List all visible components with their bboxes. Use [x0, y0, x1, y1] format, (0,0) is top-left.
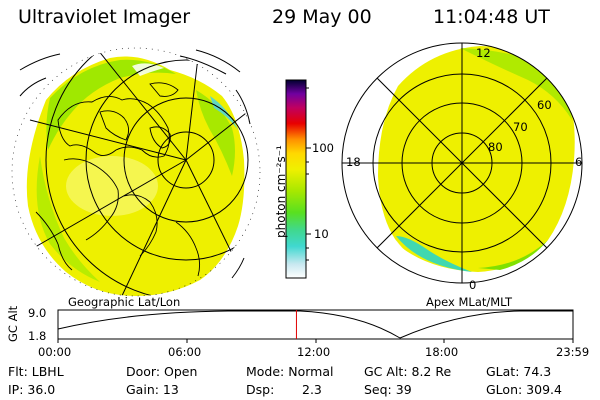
colorbar: [285, 79, 311, 279]
glon-status: GLon: 309.4: [486, 382, 562, 397]
mlat-label-70: 70: [513, 120, 528, 134]
seq-status: Seq: 39: [364, 382, 412, 397]
apex-map: [341, 42, 583, 284]
apex-map-caption: Apex MLat/MLT: [426, 295, 513, 309]
alt-plot-ylabel: GC Alt: [6, 305, 20, 342]
alt-plot-xtick-1800: 18:00: [425, 345, 459, 359]
altitude-curve: [57, 310, 573, 339]
alt-plot-xtick-2359: 23:59: [556, 345, 590, 359]
dsp-status-label: Dsp:: [246, 382, 275, 397]
mlt-label-18: 18: [346, 155, 361, 169]
dsp-status-value: 2.3: [302, 382, 322, 397]
glat-status: GLat: 74.3: [486, 364, 552, 379]
mode-status: Mode: Normal: [246, 364, 334, 379]
ip-status: IP: 36.0: [8, 382, 56, 397]
gain-status: Gain: 13: [126, 382, 179, 397]
mlt-label-6: 6: [575, 155, 583, 169]
date-label: 29 May 00: [272, 6, 372, 28]
mlt-label-0: 0: [469, 278, 477, 292]
gc-alt-status: GC Alt: 8.2 Re: [364, 364, 452, 379]
alt-plot-ytick-1-8: 1.8: [28, 329, 47, 343]
colorbar-tick-100: 100: [312, 141, 334, 155]
colorbar-tick-10: 10: [314, 227, 329, 241]
geo-coastlines: [35, 82, 201, 277]
alt-plot-xtick-1200: 12:00: [297, 345, 331, 359]
alt-plot-ytick-9: 9.0: [28, 306, 47, 320]
geo-aurora-image: [26, 56, 245, 296]
mlat-label-80: 80: [488, 140, 503, 154]
door-status: Door: Open: [126, 364, 198, 379]
instrument-title: Ultraviolet Imager: [18, 6, 191, 28]
geo-outer-arcs: [19, 49, 251, 279]
mlat-label-60: 60: [537, 98, 552, 112]
geo-map: [11, 47, 261, 297]
alt-plot-xtick-0000: 00:00: [38, 345, 72, 359]
apex-grid: [341, 42, 583, 284]
mlt-label-12: 12: [476, 46, 491, 60]
geo-map-caption: Geographic Lat/Lon: [68, 295, 181, 309]
filter-status: Flt: LBHL: [8, 364, 64, 379]
altitude-plot: [57, 309, 574, 343]
time-label: 11:04:48 UT: [433, 6, 550, 28]
alt-plot-xtick-0600: 06:00: [168, 345, 202, 359]
colorbar-unit-label: photon cm⁻²s⁻¹: [274, 145, 288, 238]
